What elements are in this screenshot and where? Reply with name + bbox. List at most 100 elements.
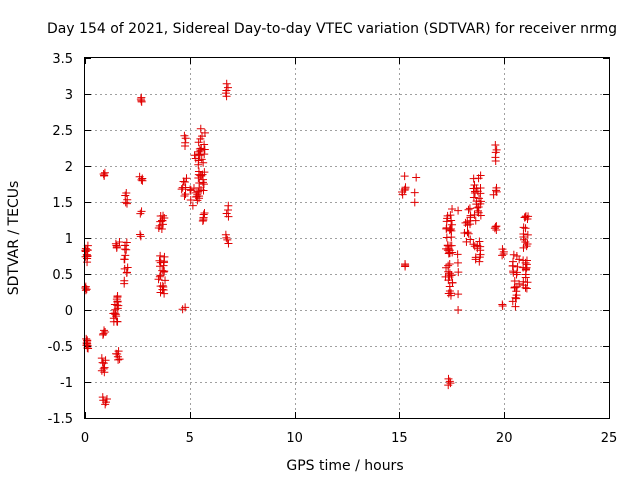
data-point — [508, 262, 517, 271]
data-point — [470, 210, 479, 219]
data-point — [196, 124, 205, 133]
data-point — [180, 192, 189, 201]
data-point — [199, 210, 208, 219]
data-point — [447, 216, 456, 225]
data-point — [448, 205, 457, 214]
data-point — [498, 245, 507, 254]
data-point — [98, 393, 107, 402]
data-point — [159, 257, 168, 266]
data-point — [515, 255, 524, 264]
data-point — [181, 303, 190, 312]
data-point — [111, 239, 120, 248]
data-point — [81, 246, 90, 255]
data-point — [464, 229, 473, 238]
data-point — [492, 183, 501, 192]
data-point — [519, 223, 528, 232]
data-point — [453, 258, 462, 267]
data-point — [521, 237, 530, 246]
data-point — [523, 230, 532, 239]
data-point — [222, 79, 231, 88]
data-point — [135, 172, 144, 181]
data-point — [448, 278, 457, 287]
data-point — [510, 277, 519, 286]
data-point — [512, 291, 521, 300]
x-tick-label: 5 — [186, 431, 194, 446]
data-point — [454, 306, 463, 314]
data-point — [401, 183, 410, 192]
data-point — [446, 225, 455, 234]
x-tick-label: 20 — [496, 431, 513, 446]
data-point — [475, 237, 484, 246]
y-axis-label: SDTVAR / TECUs — [6, 181, 22, 296]
data-point — [521, 224, 530, 233]
data-point — [196, 134, 205, 143]
data-point — [410, 198, 419, 207]
data-point — [470, 242, 479, 251]
data-point — [445, 226, 454, 235]
data-point — [523, 278, 532, 287]
data-point — [515, 279, 524, 288]
data-point — [194, 147, 203, 156]
data-point — [519, 256, 528, 265]
data-point — [519, 277, 528, 286]
data-point — [473, 203, 482, 212]
data-point — [224, 201, 233, 210]
data-point — [178, 183, 187, 192]
data-point — [460, 229, 469, 238]
data-point — [513, 262, 522, 271]
data-point — [115, 238, 124, 247]
data-point — [522, 242, 531, 251]
data-point — [177, 185, 186, 194]
chart-title: Day 154 of 2021, Sidereal Day-to-day VTE… — [47, 21, 617, 37]
x-tick-labels: 0 5 10 15 20 25 — [81, 431, 617, 446]
data-point — [509, 250, 518, 259]
data-point — [461, 218, 470, 227]
data-point — [194, 167, 203, 176]
y-tick-label: 1.5 — [52, 196, 73, 211]
data-point — [199, 186, 208, 195]
x-tick-label: 15 — [391, 431, 408, 446]
data-point — [523, 239, 532, 248]
data-point — [188, 201, 197, 210]
data-point — [465, 204, 474, 213]
y-tick-label: 2.5 — [52, 124, 73, 139]
data-point — [490, 224, 499, 233]
data-point — [224, 239, 233, 248]
data-point — [445, 248, 454, 257]
data-point — [462, 237, 471, 246]
data-point — [156, 211, 165, 220]
data-point — [194, 160, 203, 169]
data-point — [136, 230, 145, 239]
y-tick-label: 3.5 — [52, 52, 73, 67]
data-point — [189, 184, 198, 193]
data-point — [160, 289, 169, 298]
data-point — [466, 213, 475, 222]
data-point — [155, 256, 164, 265]
data-point — [112, 295, 121, 304]
data-point — [469, 174, 478, 183]
data-point — [447, 241, 456, 250]
y-tick-label: -0.5 — [48, 340, 73, 355]
data-point — [101, 328, 110, 337]
data-point — [109, 317, 118, 326]
data-point — [200, 209, 209, 218]
data-point — [102, 395, 111, 404]
data-point — [81, 282, 90, 291]
data-point — [199, 158, 208, 167]
y-tick-labels: -1.5 -1 -0.5 0 0.5 1 1.5 2 2.5 3 3.5 — [48, 52, 73, 427]
data-point — [194, 138, 203, 147]
y-tick-label: 2 — [65, 160, 73, 175]
data-point — [522, 284, 531, 293]
data-point — [444, 289, 453, 298]
data-point — [114, 347, 123, 356]
data-point — [99, 169, 108, 178]
data-point — [444, 261, 453, 270]
data-point — [120, 276, 129, 285]
data-point — [155, 272, 164, 281]
data-point — [519, 233, 528, 242]
data-point — [223, 83, 232, 92]
data-point — [446, 211, 455, 220]
data-point — [448, 220, 457, 229]
data-point — [158, 266, 167, 275]
data-point — [136, 232, 145, 241]
